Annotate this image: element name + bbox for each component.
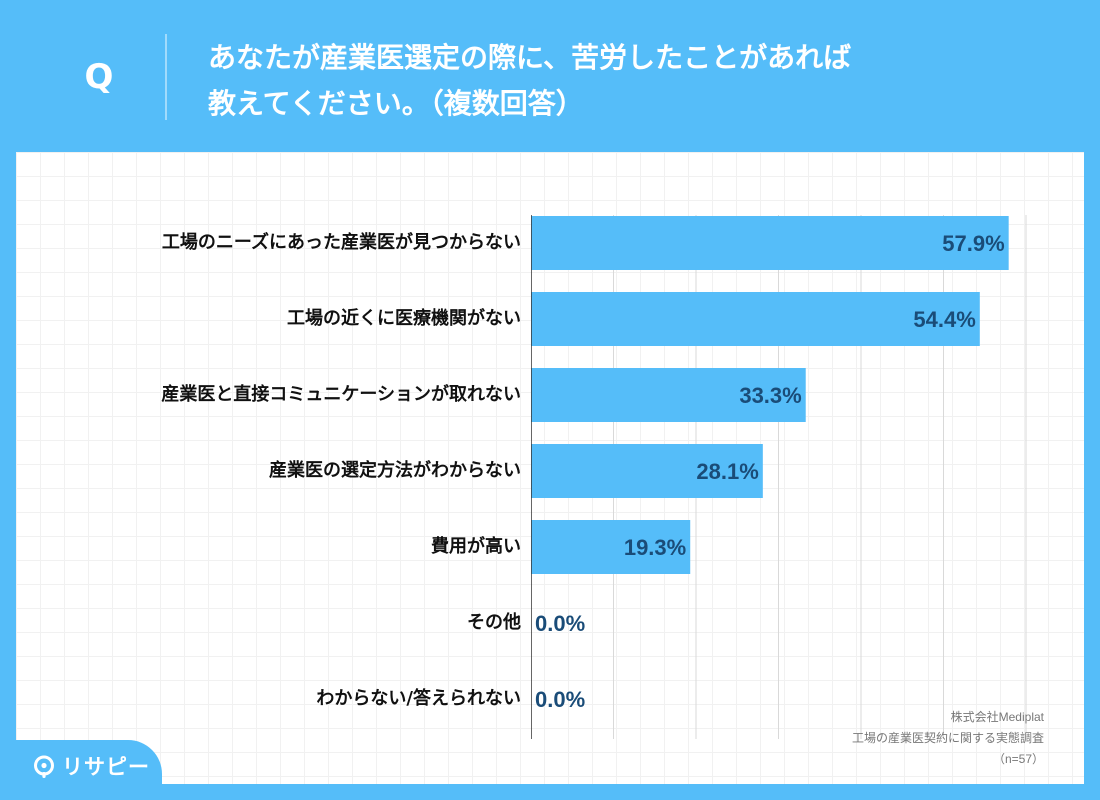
bar-value-label: 28.1% — [696, 459, 758, 484]
brand-logo-text: リサピー — [62, 755, 150, 779]
rissapi-logo-icon — [34, 755, 54, 778]
category-label: わからない/答えられない — [316, 688, 521, 709]
bar — [531, 292, 980, 346]
source-info: 株式会社Mediplat 工場の産業医契約に関する実態調査 （n=57） — [852, 707, 1044, 770]
header-divider — [165, 34, 167, 120]
source-company: 株式会社Mediplat — [950, 710, 1044, 724]
bar-value-label: 54.4% — [913, 307, 975, 332]
category-label: 費用が高い — [431, 536, 521, 557]
category-label: 産業医と直接コミュニケーションが取れない — [161, 384, 521, 405]
bar — [531, 216, 1009, 270]
question-marker: Q — [84, 57, 114, 97]
bar-value-label: 33.3% — [739, 383, 801, 408]
bar-value-label: 19.3% — [624, 535, 686, 560]
bar-value-label: 0.0% — [535, 687, 585, 712]
category-label: 工場の近くに医療機関がない — [287, 308, 521, 329]
source-sample: （n=57） — [992, 752, 1044, 766]
brand-logo-inner: リサピー — [32, 754, 150, 780]
question-line-2: 教えてください。（複数回答） — [208, 87, 584, 120]
value-labels: 57.9% 54.4% 33.3% 28.1% 19.3% 0.0% 0.0% — [535, 231, 1005, 712]
bar-value-label: 57.9% — [942, 231, 1004, 256]
category-label: その他 — [467, 612, 521, 633]
question-header: Q あなたが産業医選定の際に、苦労したことがあれば 教えてください。（複数回答） — [0, 0, 1100, 150]
bar-chart: 57.9% 54.4% 33.3% 28.1% 19.3% 0.0% 0.0% — [531, 215, 1027, 739]
source-survey: 工場の産業医契約に関する実態調査 — [851, 731, 1044, 745]
bar — [531, 520, 691, 574]
bar — [531, 444, 763, 498]
chart-card: 工場のニーズにあった産業医が見つからない工場の近くに医療機関がない産業医と直接コ… — [16, 152, 1084, 784]
category-label: 工場のニーズにあった産業医が見つからない — [161, 232, 521, 253]
bar — [531, 368, 806, 422]
category-labels: 工場のニーズにあった産業医が見つからない工場の近くに医療機関がない産業医と直接コ… — [16, 202, 521, 739]
question-line-1: あなたが産業医選定の際に、苦労したことがあれば — [208, 41, 852, 74]
question-text: あなたが産業医選定の際に、苦労したことがあれば 教えてください。（複数回答） — [208, 35, 1068, 127]
brand-logo: リサピー — [0, 740, 162, 800]
category-label: 産業医の選定方法がわからない — [269, 460, 521, 481]
bar-value-label: 0.0% — [535, 611, 585, 636]
bars — [531, 216, 1009, 574]
